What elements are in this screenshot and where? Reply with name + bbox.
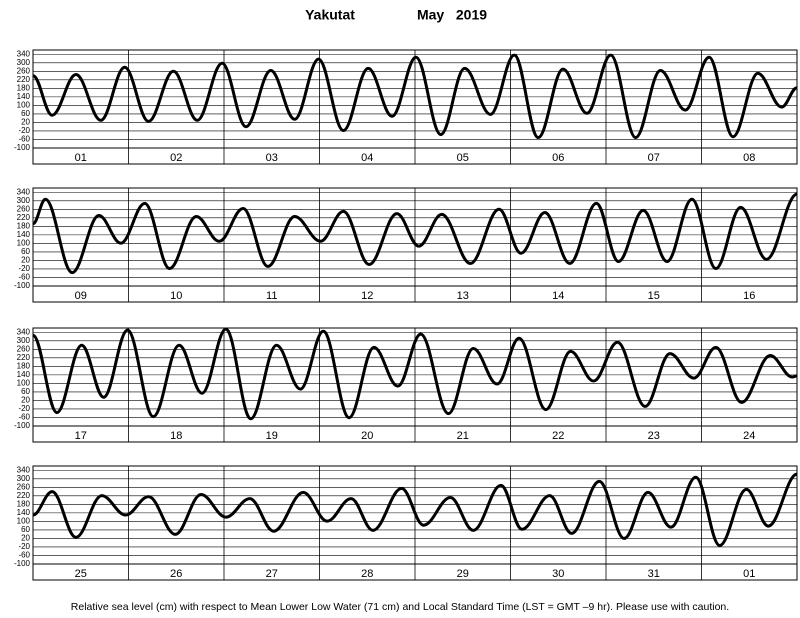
station-title: Yakutat: [305, 7, 355, 23]
x-tick-label: 19: [266, 430, 278, 442]
y-tick-label: 60: [21, 109, 30, 118]
x-tick-label: 08: [743, 152, 755, 164]
y-tick-label: 180: [17, 361, 31, 370]
tide-line: [32, 472, 798, 547]
y-tick-label: -20: [18, 264, 30, 273]
y-tick-label: 100: [17, 379, 31, 388]
period-title: May 2019: [417, 7, 487, 23]
x-tick-label: 12: [361, 290, 373, 302]
y-tick-label: 20: [21, 534, 30, 543]
y-tick-label: -60: [18, 551, 30, 560]
y-tick-label: 260: [17, 204, 31, 213]
y-tick-label: 260: [17, 66, 31, 75]
y-tick-label: 220: [17, 75, 31, 84]
x-tick-label: 26: [170, 568, 182, 580]
x-tick-label: 07: [648, 152, 660, 164]
y-tick-label: 340: [17, 187, 31, 196]
y-tick-label: 60: [21, 387, 30, 396]
panel-frame: [32, 327, 798, 443]
y-tick-label: 300: [17, 196, 31, 205]
x-tick-label: 01: [75, 152, 87, 164]
y-tick-label: 100: [17, 101, 31, 110]
y-tick-label: 220: [17, 213, 31, 222]
x-tick-label: 17: [75, 430, 87, 442]
y-tick-label: 60: [21, 247, 30, 256]
y-tick-label: 20: [21, 118, 30, 127]
y-tick-label: 140: [17, 370, 31, 379]
y-tick-label: 220: [17, 353, 31, 362]
x-tick-label: 23: [648, 430, 660, 442]
y-tick-label: -60: [18, 135, 30, 144]
y-tick-label: 300: [17, 336, 31, 345]
y-tick-label: -20: [18, 126, 30, 135]
panel-frame: [32, 49, 798, 165]
y-tick-label: -20: [18, 404, 30, 413]
tide-line: [32, 192, 798, 275]
x-tick-label: 31: [648, 568, 660, 580]
y-tick-label: 140: [17, 92, 31, 101]
y-tick-label: 180: [17, 83, 31, 92]
y-tick-label: 300: [17, 474, 31, 483]
x-tick-label: 06: [552, 152, 564, 164]
x-tick-label: 25: [75, 568, 87, 580]
x-tick-label: 24: [743, 430, 755, 442]
y-tick-label: 100: [17, 517, 31, 526]
y-tick-label: 140: [17, 508, 31, 517]
y-tick-label: 300: [17, 58, 31, 67]
x-tick-label: 30: [552, 568, 564, 580]
x-tick-label: 14: [552, 290, 564, 302]
y-tick-label: -100: [14, 143, 31, 152]
x-tick-label: 21: [457, 430, 469, 442]
x-tick-label: 29: [457, 568, 469, 580]
panel-frame: [32, 465, 798, 581]
x-tick-label: 04: [361, 152, 373, 164]
x-tick-label: 15: [648, 290, 660, 302]
x-tick-label: 22: [552, 430, 564, 442]
tide-line: [31, 327, 798, 421]
y-tick-label: 140: [17, 230, 31, 239]
x-tick-label: 16: [743, 290, 755, 302]
footer-note: Relative sea level (cm) with respect to …: [71, 601, 729, 613]
x-tick-label: 09: [75, 290, 87, 302]
x-tick-label: 05: [457, 152, 469, 164]
x-tick-label: 03: [266, 152, 278, 164]
y-tick-label: 260: [17, 344, 31, 353]
y-tick-label: -60: [18, 273, 30, 282]
x-tick-label: 02: [170, 152, 182, 164]
x-tick-label: 11: [266, 290, 277, 302]
y-tick-label: 180: [17, 221, 31, 230]
y-tick-label: -100: [14, 281, 31, 290]
y-tick-label: 180: [17, 499, 31, 508]
x-tick-label: 10: [170, 290, 182, 302]
x-tick-label: 01: [743, 568, 755, 580]
x-tick-label: 28: [361, 568, 373, 580]
y-tick-label: -60: [18, 413, 30, 422]
x-tick-label: 18: [170, 430, 182, 442]
y-tick-label: -100: [14, 559, 31, 568]
y-tick-label: 340: [17, 327, 31, 336]
y-tick-label: 340: [17, 465, 31, 474]
y-tick-label: -20: [18, 542, 30, 551]
tide-line: [32, 53, 798, 140]
panel-frame: [32, 187, 798, 303]
y-tick-label: 220: [17, 491, 31, 500]
y-tick-label: 260: [17, 482, 31, 491]
y-tick-label: 340: [17, 49, 31, 58]
y-tick-label: 20: [21, 256, 30, 265]
y-tick-label: 60: [21, 525, 30, 534]
y-tick-label: 100: [17, 239, 31, 248]
x-tick-label: 27: [266, 568, 278, 580]
y-tick-label: -100: [14, 421, 31, 430]
y-tick-label: 20: [21, 396, 30, 405]
x-tick-label: 20: [361, 430, 373, 442]
x-tick-label: 13: [457, 290, 469, 302]
